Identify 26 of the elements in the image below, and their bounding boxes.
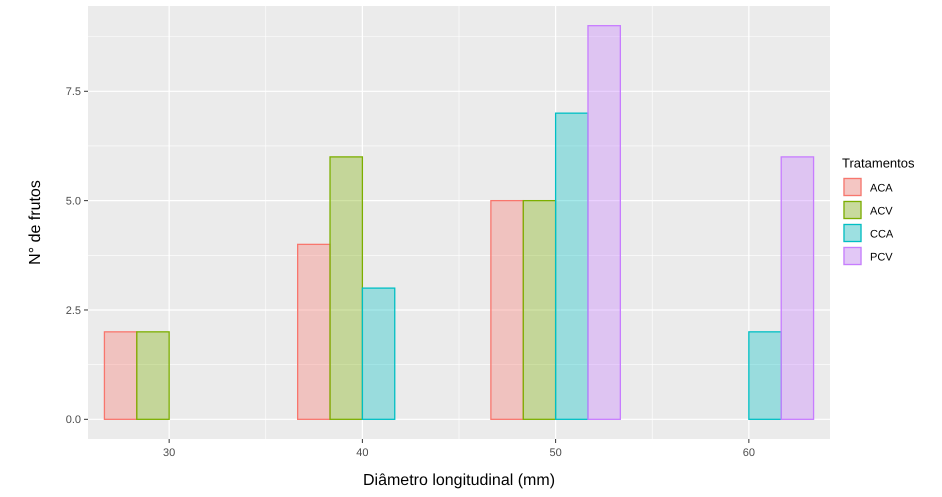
bar — [329, 156, 364, 420]
legend-label: CCA — [870, 228, 894, 240]
x-tick-label: 50 — [549, 447, 562, 459]
x-tick-label: 60 — [742, 447, 755, 459]
bar — [780, 156, 814, 420]
bar — [136, 331, 170, 420]
bar — [104, 331, 138, 420]
y-tick-label: 0.0 — [66, 414, 81, 426]
legend-label: PCV — [870, 251, 894, 264]
bar — [490, 200, 524, 420]
legend-title: Tratamentos — [842, 156, 915, 170]
bar — [522, 200, 556, 420]
bar — [362, 287, 396, 420]
bar — [554, 112, 589, 420]
legend-label: ACA — [870, 182, 894, 194]
bar — [748, 331, 782, 420]
y-tick-label: 5.0 — [66, 195, 81, 208]
legend-label: ACV — [870, 205, 894, 218]
x-axis-title: Diâmetro longitudinal (mm) — [362, 472, 556, 489]
bar — [297, 244, 331, 420]
y-tick-label: 2.5 — [66, 304, 81, 317]
x-tick-label: 30 — [163, 447, 176, 459]
y-axis-title: N° de frutos — [27, 180, 44, 265]
x-tick-label: 40 — [356, 447, 369, 459]
bar — [587, 25, 621, 420]
y-tick-label: 7.5 — [66, 86, 81, 98]
